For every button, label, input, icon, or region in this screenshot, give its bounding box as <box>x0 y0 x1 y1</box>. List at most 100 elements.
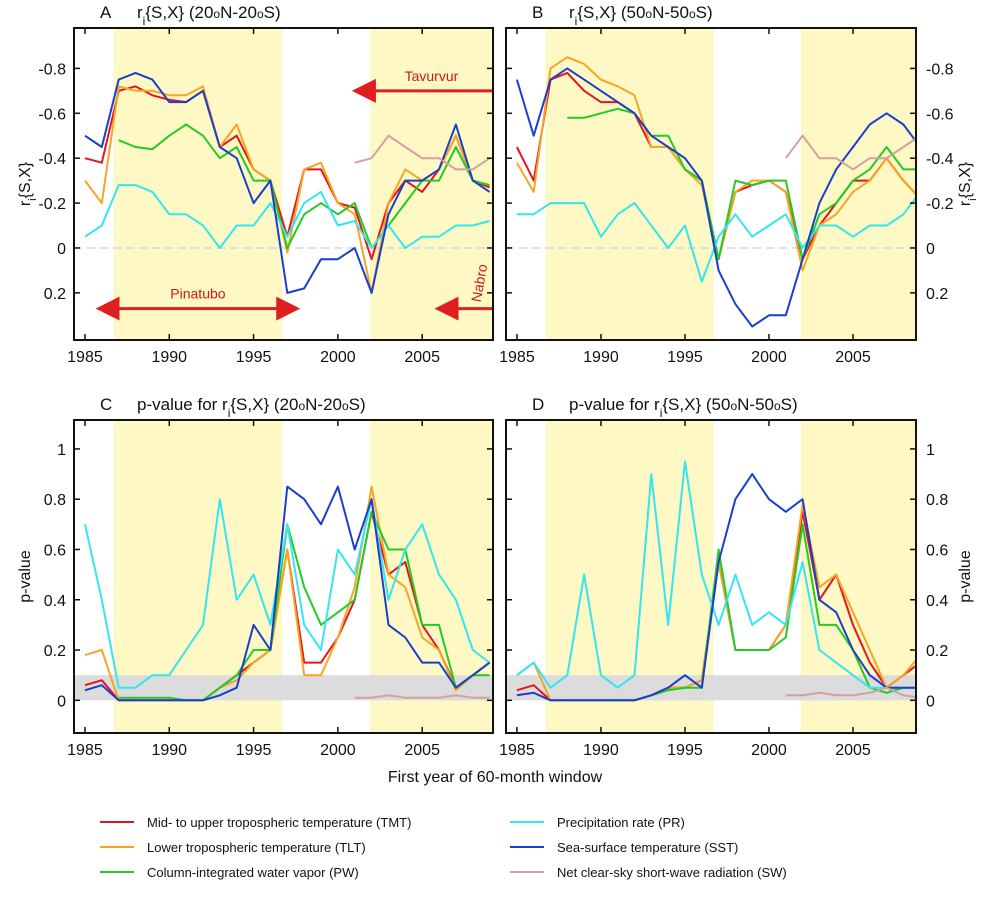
text-part: i <box>27 198 39 200</box>
panel-label: D <box>532 395 544 414</box>
plot-frame <box>505 27 917 341</box>
x-tick-label: 2005 <box>404 349 440 366</box>
legend-label: Lower tropospheric temperature (TLT) <box>147 840 366 855</box>
text-part: S) <box>349 395 366 414</box>
shaded-span <box>113 28 283 340</box>
significance-band <box>74 675 493 701</box>
text-part: r <box>569 3 575 22</box>
text-part: N-50 <box>652 3 689 22</box>
panel: 1985 1990 1995 2000 2005 0 0.2 0.4 0.6 0.8 1 p-valu… <box>17 395 603 786</box>
annotation-label: Tavurvur <box>405 68 459 84</box>
text-part: i <box>228 406 231 420</box>
y-tick-label: -0.4 <box>38 151 66 168</box>
y-tick-label: 0.4 <box>926 593 948 610</box>
text-part: p-value for r <box>569 395 660 414</box>
text-part: p-value <box>957 550 974 603</box>
y-tick-label: 0.2 <box>44 286 66 303</box>
y-tick-label: -0.6 <box>926 106 954 123</box>
text-part: r <box>957 200 974 206</box>
chart-title: p-value for ri{S,X} (20oN-20oS) <box>137 395 366 420</box>
text-part: N-20 <box>220 3 257 22</box>
y-tick-label: 0 <box>926 693 935 710</box>
y-tick-label: 0.6 <box>44 542 66 559</box>
text-part: {S,X} (20 <box>145 3 213 22</box>
legend-label: Mid- to upper tropospheric temperature (… <box>147 815 411 830</box>
panel-label: B <box>532 3 543 22</box>
series-line <box>784 134 916 171</box>
y-tick-label: 1 <box>926 442 935 459</box>
x-tick-label: 1985 <box>67 349 103 366</box>
text-part: S) <box>264 3 281 22</box>
x-tick-label: 2000 <box>320 349 356 366</box>
series-line <box>354 694 490 699</box>
y-tick-label: 0.2 <box>926 286 948 303</box>
x-tick-label: 1990 <box>151 349 187 366</box>
text-part: {S,X} <box>17 161 34 198</box>
y-tick-label: 0.2 <box>44 643 66 660</box>
y-tick-label: 0 <box>57 241 66 258</box>
plot-area <box>74 28 493 340</box>
x-tick-label: 2000 <box>751 349 787 366</box>
legend-label: Net clear-sky short-wave radiation (SW) <box>557 865 787 880</box>
x-tick-label: 1990 <box>151 742 187 759</box>
series-line <box>516 195 916 283</box>
chart-title: ri{S,X} (20oN-20oS) <box>137 3 281 28</box>
x-tick-label: 1990 <box>583 742 619 759</box>
text-part: {S,X} (20 <box>230 395 298 414</box>
y-tick-label: 0.8 <box>926 492 948 509</box>
chart-title: ri{S,X} (50oN-50oS) <box>569 3 713 28</box>
shaded-span <box>369 28 493 340</box>
text-part: S) <box>696 3 713 22</box>
series-line <box>84 71 491 294</box>
x-tick-label: 1995 <box>667 349 703 366</box>
y-tick-label: -0.8 <box>38 61 66 78</box>
series-line <box>516 473 916 702</box>
shaded-span <box>800 28 916 340</box>
text-part: o <box>774 399 781 413</box>
y-axis-label: p-value <box>17 550 34 603</box>
text-part: p-value <box>17 550 34 603</box>
legend-label: Column-integrated water vapor (PW) <box>147 865 359 880</box>
legend-label: Sea-surface temperature (SST) <box>557 840 738 855</box>
y-tick-label: 0.2 <box>926 643 948 660</box>
x-tick-label: 1985 <box>499 349 535 366</box>
text-part: r <box>137 3 143 22</box>
y-axis-label: p-value <box>957 550 974 603</box>
x-tick-label: 2005 <box>835 349 871 366</box>
series-line <box>567 107 916 261</box>
y-tick-label: -0.8 <box>926 61 954 78</box>
plot-area <box>74 420 493 733</box>
text-part: o <box>645 7 652 21</box>
x-axis-label: First year of 60-month window <box>388 769 603 786</box>
text-part: i <box>967 198 979 200</box>
panel-label: A <box>100 3 112 22</box>
annotation-label: Pinatubo <box>170 286 225 302</box>
y-tick-label: 0.8 <box>44 492 66 509</box>
chart-title: p-value for ri{S,X} (50oN-50oS) <box>569 395 798 420</box>
shaded-span <box>545 28 714 340</box>
panel: 1985 1990 1995 2000 2005 -0.8 -0.6 -0.4 -0.2 0 0.2… <box>499 3 979 366</box>
plot-frame <box>73 419 494 734</box>
text-part: i <box>143 14 146 28</box>
y-axis-label: ri{S,X} <box>17 161 39 206</box>
x-tick-label: 1990 <box>583 349 619 366</box>
text-part: N-50 <box>737 395 774 414</box>
x-tick-label: 1995 <box>236 742 272 759</box>
x-tick-label: 2000 <box>320 742 356 759</box>
text-part: p-value for r <box>137 395 228 414</box>
text-part: i <box>575 14 578 28</box>
series-line <box>84 498 491 689</box>
y-tick-label: 0.6 <box>926 542 948 559</box>
plot-area <box>506 420 916 733</box>
x-tick-label: 1995 <box>236 349 272 366</box>
x-tick-label: 1985 <box>67 742 103 759</box>
text-part: o <box>298 399 305 413</box>
plot-frame <box>73 27 494 341</box>
x-tick-label: 1995 <box>667 742 703 759</box>
y-tick-label: 0.4 <box>44 593 66 610</box>
y-tick-label: -0.2 <box>38 196 66 213</box>
series-line <box>785 686 916 699</box>
series-line <box>118 123 490 249</box>
plot-area <box>506 28 916 340</box>
